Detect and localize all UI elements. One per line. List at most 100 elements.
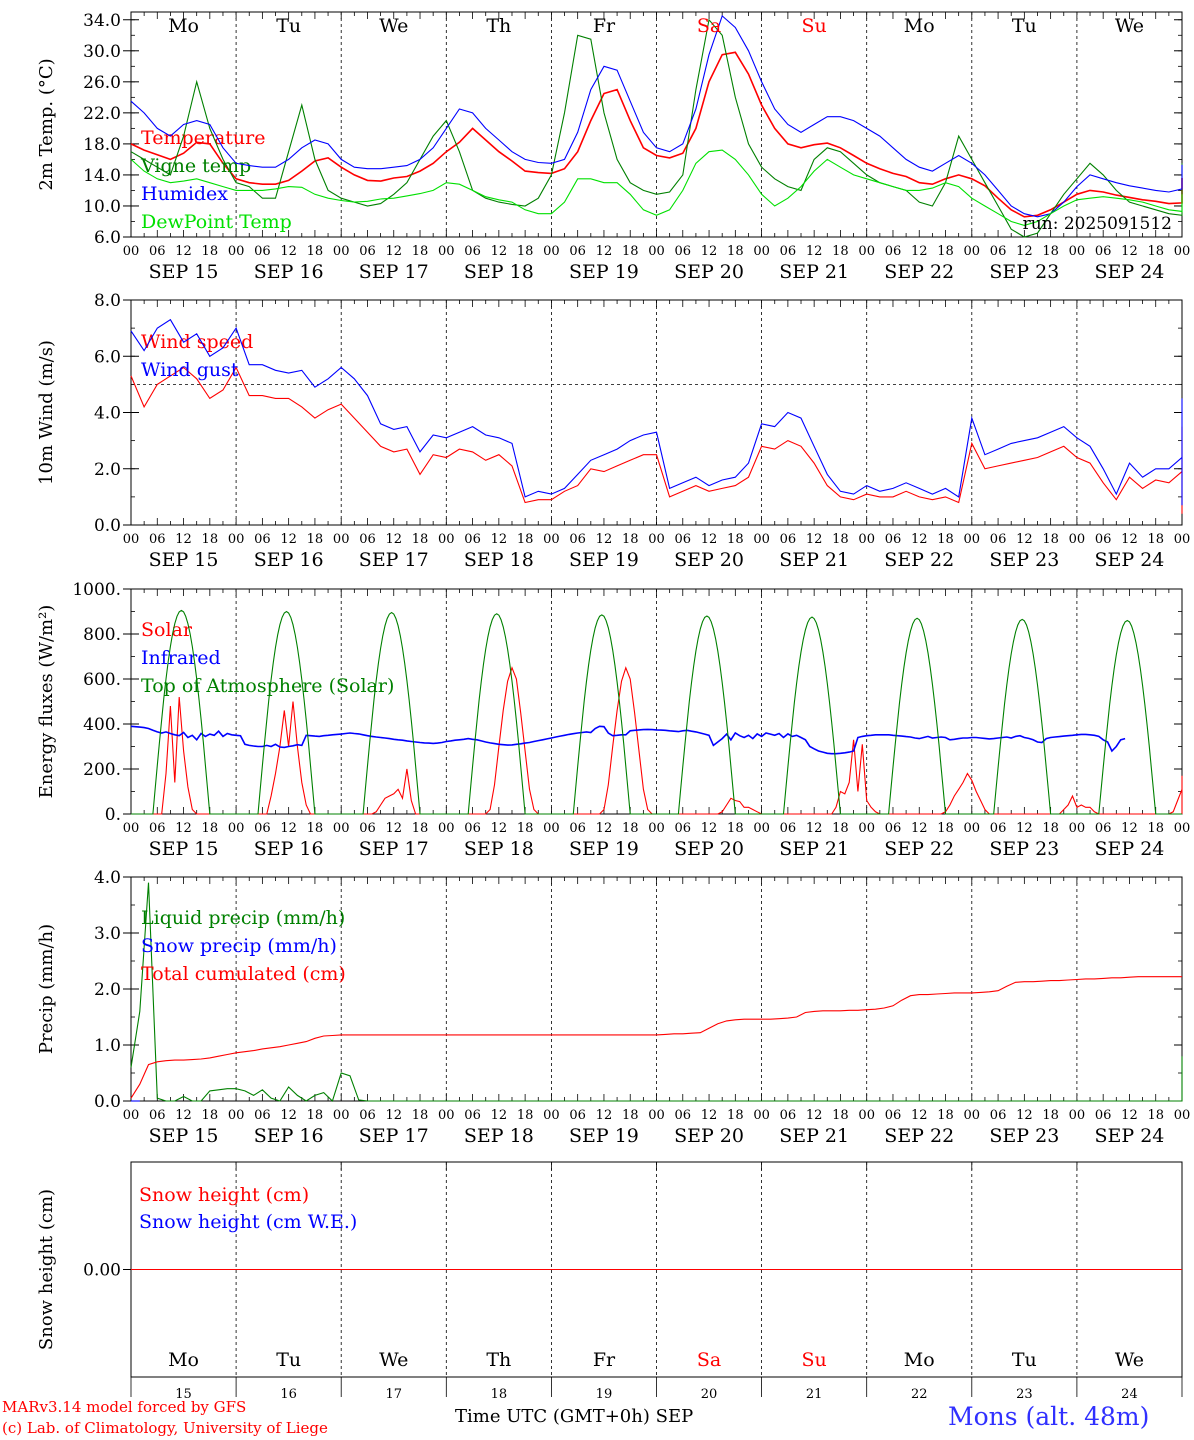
- hour-label: 06: [569, 1108, 586, 1123]
- hour-label: 06: [1095, 244, 1112, 259]
- hour-label: 12: [701, 244, 718, 259]
- hour-label: 06: [675, 244, 692, 259]
- day-name: Mo: [904, 15, 935, 37]
- hour-label: 18: [412, 1108, 429, 1123]
- hour-label: 12: [491, 1108, 508, 1123]
- hour-label: 18: [832, 244, 849, 259]
- hour-label: 18: [622, 244, 639, 259]
- hour-label: 12: [280, 1108, 297, 1123]
- date-label: SEP 16: [254, 261, 324, 283]
- hour-label: 18: [307, 532, 324, 547]
- day-name: We: [379, 1349, 408, 1371]
- y-axis-label: Snow height (cm): [36, 1189, 57, 1350]
- series-line-temperature: [130, 51, 1183, 218]
- date-label: SEP 19: [569, 261, 639, 283]
- panel-frame: [130, 11, 1183, 238]
- day-number: 17: [385, 1387, 402, 1402]
- hour-label: 06: [464, 821, 481, 836]
- hour-label: 18: [202, 1108, 219, 1123]
- hour-label: 00: [1174, 1108, 1191, 1123]
- series-line-liquid-precip-mm-h-: [130, 882, 1183, 1103]
- legend-vigne-temp: Vigne temp: [140, 155, 251, 177]
- station-name: Mons (alt. 48m): [948, 1402, 1150, 1431]
- hour-label: 18: [202, 532, 219, 547]
- hour-label: 18: [1042, 244, 1059, 259]
- hour-label: 06: [464, 1108, 481, 1123]
- hour-label: 00: [964, 1108, 981, 1123]
- hour-label: 18: [727, 532, 744, 547]
- hour-label: 06: [1095, 532, 1112, 547]
- day-name: Sa: [697, 15, 721, 37]
- panel-frame: [130, 588, 1183, 815]
- hour-label: 00: [543, 821, 560, 836]
- hour-label: 00: [1174, 244, 1191, 259]
- y-tick-label: 14.0: [83, 166, 121, 186]
- hour-label: 06: [149, 821, 166, 836]
- hour-label: 12: [280, 532, 297, 547]
- date-label: SEP 16: [254, 838, 324, 860]
- date-label: SEP 18: [464, 549, 534, 571]
- y-tick-label: 6.0: [94, 228, 121, 248]
- hour-label: 12: [806, 244, 823, 259]
- hour-label: 06: [780, 244, 797, 259]
- hour-label: 18: [622, 821, 639, 836]
- day-name: We: [379, 15, 408, 37]
- hour-label: 00: [438, 532, 455, 547]
- hour-label: 12: [1016, 532, 1033, 547]
- hour-label: 00: [1069, 1108, 1086, 1123]
- date-label: SEP 23: [989, 261, 1059, 283]
- hour-label: 12: [596, 532, 613, 547]
- hour-label: 06: [464, 244, 481, 259]
- run-annotation: run: 2025091512: [1023, 214, 1172, 234]
- hour-label: 00: [123, 1108, 140, 1123]
- hour-label: 06: [1095, 821, 1112, 836]
- day-name: Th: [486, 1349, 511, 1371]
- hour-label: 00: [858, 532, 875, 547]
- y-tick-label: 1.0: [94, 1036, 121, 1056]
- hour-label: 00: [438, 1108, 455, 1123]
- hour-label: 06: [254, 821, 271, 836]
- hour-label: 06: [569, 532, 586, 547]
- date-label: SEP 20: [674, 261, 744, 283]
- y-axis-label: Precip (mm/h): [36, 924, 57, 1054]
- y-axis-label: Energy fluxes (W/m²): [36, 605, 57, 799]
- day-name: We: [1115, 15, 1144, 37]
- hour-label: 00: [964, 821, 981, 836]
- date-label: SEP 19: [569, 838, 639, 860]
- date-label: SEP 21: [779, 261, 849, 283]
- day-name: Mo: [904, 1349, 935, 1371]
- day-name: Fr: [593, 15, 616, 37]
- panel-snow: 0.00 Snow height (cm) Snow height (cm) Snow…: [36, 1161, 1183, 1402]
- hour-label: 18: [832, 1108, 849, 1123]
- date-label: SEP 18: [464, 1125, 534, 1147]
- legend-wind-gust: Wind gust: [141, 359, 239, 381]
- hour-label: 18: [727, 821, 744, 836]
- legend-snow-height-cm-w-e-: Snow height (cm W.E.): [139, 1211, 357, 1233]
- hour-label: 00: [858, 1108, 875, 1123]
- hour-label: 12: [491, 244, 508, 259]
- hour-label: 12: [701, 532, 718, 547]
- day-number: 22: [911, 1387, 928, 1402]
- hour-label: 12: [1016, 1108, 1033, 1123]
- y-tick-label: 10.0: [83, 197, 121, 217]
- hour-label: 18: [517, 821, 534, 836]
- y-tick-label: 0.: [105, 805, 121, 825]
- hour-label: 00: [438, 821, 455, 836]
- hour-label: 06: [675, 1108, 692, 1123]
- hour-label: 18: [727, 244, 744, 259]
- day-number: 15: [175, 1387, 192, 1402]
- hour-label: 00: [333, 1108, 350, 1123]
- y-tick-label: 0.00: [83, 1261, 121, 1281]
- series-line-top-of-atmosphere-solar-: [131, 609, 1182, 815]
- day-name: Su: [802, 15, 827, 37]
- series-line-infrared: [130, 725, 1126, 755]
- date-label: SEP 21: [779, 1125, 849, 1147]
- hour-label: 00: [648, 1108, 665, 1123]
- hour-label: 06: [1095, 1108, 1112, 1123]
- hour-label: 06: [149, 532, 166, 547]
- hour-label: 18: [937, 821, 954, 836]
- day-number: 20: [701, 1387, 718, 1402]
- y-tick-label: 18.0: [83, 135, 121, 155]
- date-label: SEP 24: [1095, 261, 1165, 283]
- hour-label: 18: [832, 532, 849, 547]
